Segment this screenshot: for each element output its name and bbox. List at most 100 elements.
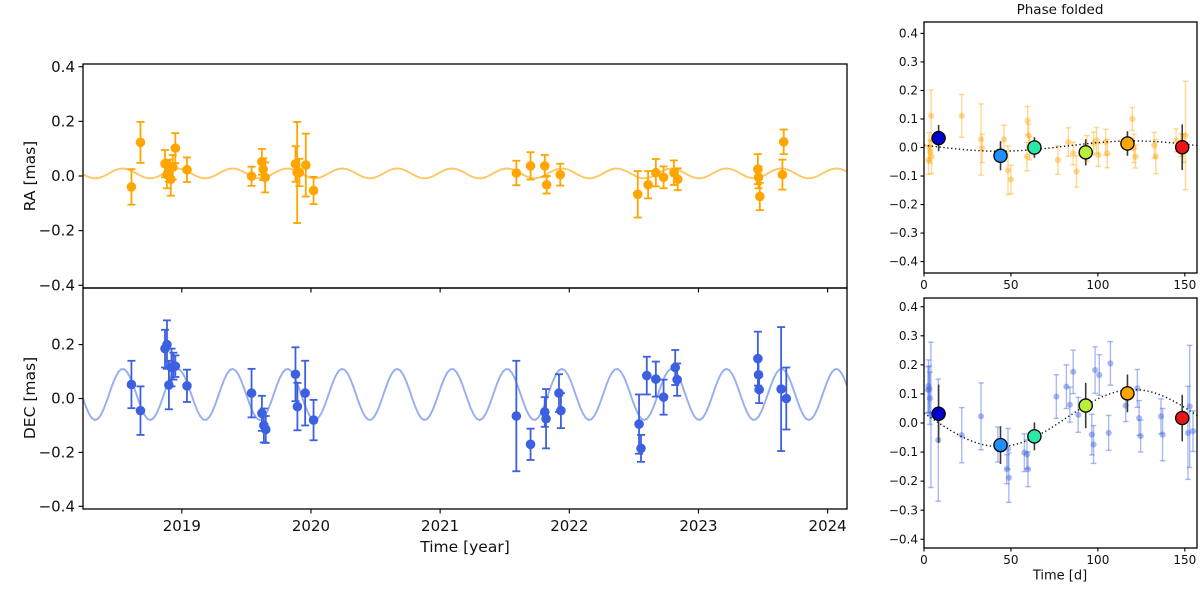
data-point: [1063, 383, 1070, 390]
data-point: [1107, 360, 1114, 367]
x-tick-label: 2024: [809, 517, 847, 535]
data-point: [1152, 153, 1159, 160]
data-point: [135, 405, 146, 416]
data-point: [924, 386, 932, 393]
data-point: [977, 136, 985, 143]
data-point: [651, 374, 661, 384]
ra-phase-folded-panel: 0 50 100 150 0.4 0.3 0.2 0.1 0.0 −0.1 −0.2 −0.3 −0.4: [889, 21, 1198, 292]
x-tick-label: 0: [920, 278, 928, 292]
y-tick-label: 0.2: [51, 336, 75, 354]
y-tick-label: 0.0: [899, 416, 918, 430]
data-point: [555, 169, 566, 180]
data-point: [511, 168, 522, 178]
data-point: [246, 171, 257, 182]
data-point: [926, 395, 934, 402]
y-tick-label: 0.4: [51, 58, 75, 76]
data-point: [781, 393, 792, 404]
series-dec-measurements: [126, 319, 792, 473]
data-point: [1070, 368, 1077, 375]
data-point: [1186, 403, 1193, 410]
axis-ticks: 0 50 100 150 0.4 0.3 0.2 0.1 0.0 −0.1 −0.2 −0.3 −0.4: [889, 26, 1196, 292]
binned-point: [1027, 429, 1042, 444]
binned-point: [1120, 136, 1135, 151]
data-point: [754, 384, 764, 395]
y-tick-label: −0.1: [889, 169, 918, 183]
data-point: [658, 392, 669, 402]
data-point: [541, 179, 552, 190]
data-point: [1135, 414, 1143, 422]
binned-point: [1078, 145, 1093, 160]
axis-ticks: 0 50 100 150 0.4 0.3 0.2 0.1 0.0 −0.1 −0.2 −0.3 −0.4: [889, 300, 1196, 567]
dec-axis-label: DEC [mas]: [21, 356, 39, 440]
x-tick-label: 100: [1086, 553, 1109, 567]
data-point: [925, 382, 932, 390]
data-point: [1088, 431, 1095, 438]
data-point: [1090, 140, 1097, 147]
series-ra-binned: [931, 124, 1190, 171]
y-tick-label: −0.4: [889, 532, 918, 546]
data-point: [290, 369, 301, 380]
binned-point: [931, 130, 946, 146]
x-tick-label: 2023: [679, 517, 717, 535]
data-point: [1005, 474, 1012, 481]
data-point: [1053, 393, 1060, 400]
x-tick-label: 150: [1173, 278, 1196, 292]
data-point: [927, 148, 934, 155]
data-point: [776, 384, 786, 394]
data-point: [978, 145, 986, 152]
ra-axis-label: RA [mas]: [21, 140, 39, 212]
x-tick-label: 100: [1086, 278, 1109, 292]
data-point: [1134, 385, 1141, 392]
data-point: [641, 370, 652, 381]
data-point: [658, 172, 669, 183]
binned-point: [1174, 139, 1190, 155]
x-tick-label: 2022: [550, 517, 588, 535]
data-point: [1102, 138, 1109, 146]
data-point: [308, 415, 319, 425]
y-tick-label: 0.4: [899, 300, 918, 314]
phase-folded-title: Phase folded: [1016, 2, 1104, 18]
axes-frame: [923, 297, 1198, 549]
data-point: [1000, 136, 1008, 143]
data-point: [1159, 431, 1166, 438]
x-tick-label: 2021: [421, 517, 459, 535]
data-point: [1054, 156, 1061, 164]
data-point: [928, 112, 935, 119]
y-tick-label: 0.2: [899, 358, 918, 372]
data-point: [1104, 150, 1111, 157]
series-dec-folded-all-epochs-: [924, 340, 1197, 504]
data-point: [1132, 153, 1139, 160]
data-point: [778, 137, 789, 147]
y-tick-label: 0.1: [899, 387, 918, 401]
data-point: [1004, 167, 1012, 174]
y-tick-label: 0.3: [899, 55, 918, 69]
data-point: [170, 143, 181, 153]
data-point: [1093, 137, 1100, 144]
data-point: [1184, 429, 1192, 436]
y-tick-label: −0.2: [889, 474, 918, 488]
data-point: [977, 413, 985, 420]
data-point: [1096, 371, 1103, 379]
y-tick-label: 0.1: [899, 112, 918, 126]
data-point: [1092, 366, 1099, 374]
data-point: [301, 160, 311, 170]
binned-point: [1078, 398, 1093, 413]
data-point: [1151, 142, 1158, 149]
data-point: [1025, 132, 1032, 139]
data-point: [926, 386, 933, 393]
data-point: [525, 161, 536, 171]
data-point: [925, 156, 932, 164]
data-point: [958, 432, 965, 439]
time-year-axis-label: Time [year]: [420, 538, 510, 556]
data-point: [1066, 401, 1073, 408]
data-point: [1003, 466, 1010, 473]
binned-point: [1174, 410, 1190, 426]
data-point: [1024, 117, 1031, 124]
binned-point: [931, 406, 946, 421]
data-point: [1007, 176, 1015, 183]
data-point: [636, 443, 646, 454]
data-point: [246, 388, 257, 398]
data-point: [294, 167, 305, 178]
